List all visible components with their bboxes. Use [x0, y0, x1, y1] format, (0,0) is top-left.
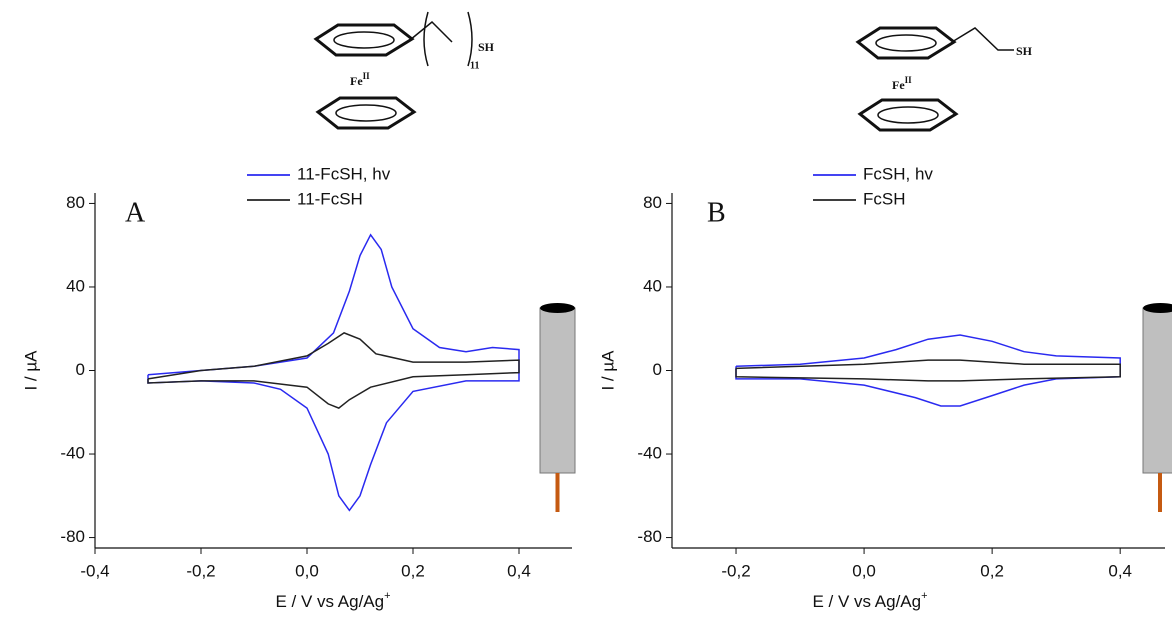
panel-label: A: [125, 197, 146, 228]
x-tick-label: 0,4: [1108, 561, 1132, 580]
cp-ring: [858, 98, 958, 132]
y-tick-label: -40: [637, 444, 662, 463]
cp-ring: [314, 23, 414, 57]
chain: [409, 20, 453, 43]
thiol: SH: [1016, 44, 1033, 58]
x-axis-label-text: E / V vs Ag/Ag: [812, 592, 921, 611]
x-tick-label: 0,0: [295, 561, 319, 580]
x-axis-label-text: E / V vs Ag/Ag: [275, 592, 384, 611]
y-tick-label: -80: [60, 527, 85, 546]
electrode-body: [539, 307, 576, 474]
electrode-a: [539, 303, 576, 512]
y-axis-label: I / µA: [21, 350, 40, 391]
y-tick-label: 80: [66, 193, 85, 212]
cp-ring: [316, 96, 416, 130]
y-tick-label: -40: [60, 444, 85, 463]
y-tick-label: 0: [653, 360, 662, 379]
structure-b: SH FeII: [856, 26, 1033, 132]
y-tick-label: 0: [76, 360, 85, 379]
electrode-body: [1142, 307, 1172, 474]
legend-label: FcSH, hv: [863, 164, 933, 183]
electrode-top: [1143, 303, 1172, 313]
x-axis-label: E / V vs Ag/Ag+: [812, 590, 927, 612]
electrode-top: [540, 303, 575, 313]
panel-label: B: [707, 197, 726, 228]
x-tick-label: 0,2: [401, 561, 425, 580]
legend-label: 11-FcSH, hv: [297, 164, 391, 183]
y-tick-label: 40: [66, 276, 85, 295]
y-tick-label: 80: [643, 193, 662, 212]
x-axis-label-sup: +: [384, 590, 390, 602]
structure-a: SH 11 FeII: [314, 11, 495, 130]
x-tick-label: -0,4: [80, 561, 109, 580]
y-tick-label: 40: [643, 276, 662, 295]
x-tick-label: -0,2: [186, 561, 215, 580]
x-tick-label: -0,2: [721, 561, 750, 580]
x-tick-label: 0,2: [980, 561, 1004, 580]
cv-curve: [735, 334, 1121, 407]
bracket: [423, 11, 473, 67]
legend-label: FcSH: [863, 189, 906, 208]
x-tick-label: 0,4: [507, 561, 531, 580]
y-tick-label: -80: [637, 527, 662, 546]
electrode-b: [1142, 303, 1172, 512]
metal: FeII: [892, 75, 912, 92]
x-axis-label: E / V vs Ag/Ag+: [275, 590, 390, 612]
cv-curve: [147, 233, 520, 512]
y-axis-label: I / µA: [598, 350, 617, 391]
metal: FeII: [350, 71, 370, 88]
chain-count: 11: [470, 60, 479, 71]
cp-ring: [856, 26, 956, 60]
chain: [951, 27, 1014, 51]
cv-curve: [735, 359, 1121, 382]
cv-curve: [147, 332, 520, 409]
x-tick-label: 0,0: [852, 561, 876, 580]
x-axis-label-sup: +: [921, 590, 927, 602]
thiol: SH: [478, 40, 495, 54]
legend-label: 11-FcSH: [297, 189, 363, 208]
